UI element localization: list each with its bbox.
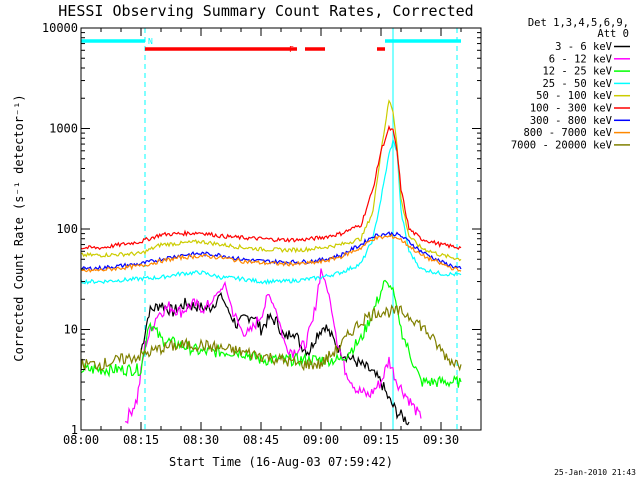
legend-label-0: 3 - 6 keV [555, 41, 613, 53]
legend-label-1: 6 - 12 keV [549, 53, 613, 65]
chart-title: HESSI Observing Summary Count Rates, Cor… [58, 2, 473, 20]
flag-label-N: N [148, 37, 153, 46]
legend-label-2: 12 - 25 keV [542, 66, 612, 78]
series-line-5 [81, 124, 462, 251]
y-tick-label-2: 100 [56, 222, 78, 236]
series-line-4 [81, 99, 462, 262]
legend-label-4: 50 - 100 keV [536, 90, 613, 102]
series-line-1 [124, 268, 422, 425]
timestamp: 25-Jan-2010 21:43 [554, 468, 636, 477]
legend-label-5: 100 - 300 keV [530, 103, 613, 115]
x-tick-label-0: 08:00 [63, 433, 99, 447]
series-line-7 [81, 233, 462, 273]
y-tick-label-4: 10000 [42, 21, 78, 35]
legend-header-0: Det 1,3,4,5,6,9, [528, 17, 629, 29]
legend-label-3: 25 - 50 keV [542, 78, 612, 90]
x-axis-label: Start Time (16-Aug-03 07:59:42) [169, 455, 393, 469]
y-tick-label-1: 10 [64, 323, 78, 337]
x-tick-label-1: 08:15 [123, 433, 159, 447]
y-tick-label-3: 1000 [49, 122, 78, 136]
series-line-2 [81, 279, 462, 388]
x-tick-label-6: 09:30 [423, 433, 459, 447]
series-line-0 [140, 291, 410, 426]
legend-label-7: 800 - 7000 keV [523, 127, 612, 139]
y-tick-label-0: 1 [71, 423, 78, 437]
y-axis-label: Corrected Count Rate (s⁻¹ detector⁻¹) [12, 94, 26, 361]
flag-label-F: F [289, 45, 294, 54]
x-tick-label-5: 09:15 [363, 433, 399, 447]
legend-label-8: 7000 - 20000 keV [511, 139, 613, 151]
series-line-8 [81, 304, 462, 372]
x-tick-label-2: 08:30 [183, 433, 219, 447]
x-tick-label-3: 08:45 [243, 433, 279, 447]
legend-label-6: 300 - 800 keV [530, 115, 613, 127]
x-tick-label-4: 09:00 [303, 433, 339, 447]
legend-header-1: Att 0 [597, 28, 629, 40]
